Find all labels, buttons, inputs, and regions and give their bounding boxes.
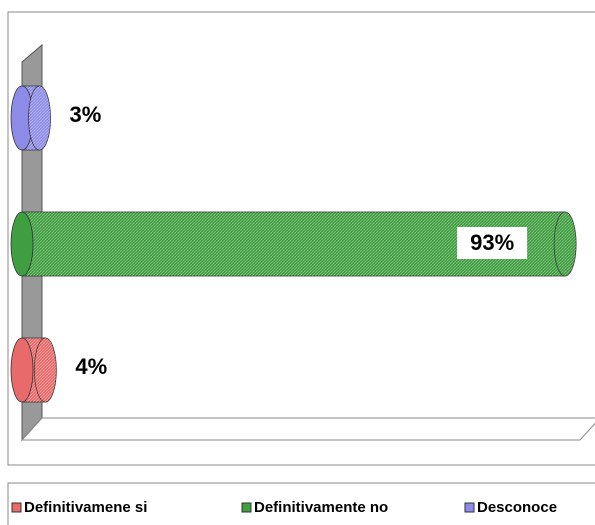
legend-label: Desconoce <box>477 499 557 516</box>
legend-label: Definitivamente no <box>254 499 388 516</box>
bar <box>10 337 57 403</box>
bar-end-hatch <box>554 212 577 276</box>
legend-swatch <box>241 502 252 513</box>
bar-start <box>10 337 34 403</box>
bar-start <box>10 211 34 277</box>
bar-end-hatch <box>34 338 57 402</box>
legend-label: Definitivamene si <box>24 499 147 516</box>
label-box <box>457 227 528 259</box>
floor <box>20 417 595 441</box>
data-label: 4% <box>75 354 107 379</box>
legend-frame <box>7 482 595 525</box>
data-label: 93% <box>470 230 514 255</box>
bar <box>10 85 51 151</box>
bar-end-hatch <box>28 86 51 150</box>
legend-swatch <box>464 502 475 513</box>
legend-swatch <box>11 502 22 513</box>
data-label: 3% <box>70 102 102 127</box>
